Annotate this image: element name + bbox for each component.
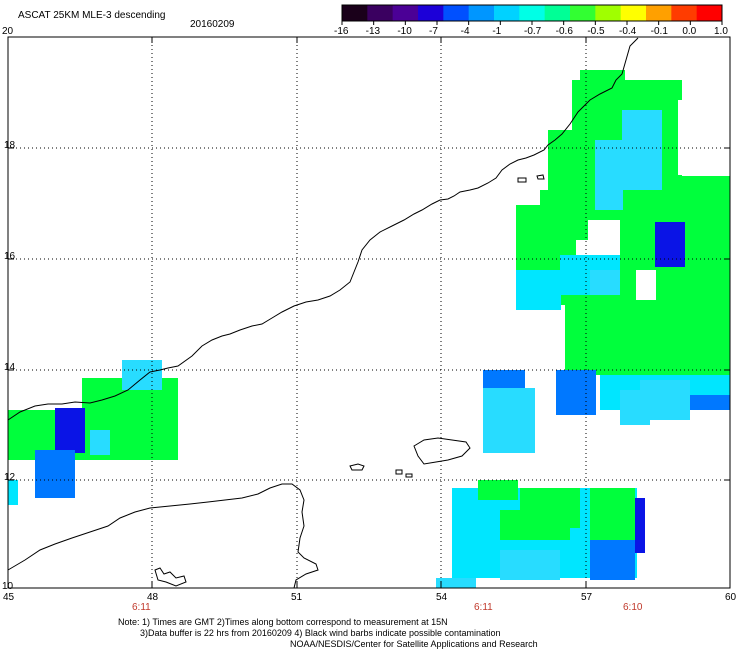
colorbar-label: -4 [460,26,470,37]
colorbar-swatch [595,5,622,21]
colorbar-swatch [620,5,647,21]
wind-cell [516,270,561,310]
no-data-gap [636,270,656,300]
colorbar-swatch [570,5,596,21]
wind-cell [35,450,75,498]
colorbar-label: -13 [365,26,381,37]
wind-cell [595,140,623,210]
wind-cell [655,222,685,267]
wind-cell [540,190,570,210]
colorbar [341,4,723,25]
coastline-socotra [413,437,471,465]
wind-cell [90,430,110,455]
note-line-2: 3)Data buffer is 22 hrs from 20160209 4)… [140,628,501,638]
map-title: ASCAT 25KM MLE-3 descending [18,10,166,21]
wind-cell [483,370,525,390]
colorbar-swatch [443,5,470,21]
wind-cell [590,540,635,580]
no-data-gap [720,100,730,160]
lat-label-12: 12 [4,472,16,483]
wind-cell [622,110,662,190]
colorbar-swatch [392,5,419,21]
colorbar-label: -0.4 [619,26,637,37]
note-line-1: Note: 1) Times are GMT 2)Times along bot… [118,617,448,627]
lat-label-20: 20 [2,26,14,37]
lon-label-45: 45 [3,592,15,603]
wind-cell [635,498,645,553]
coastline-island-4 [517,177,527,183]
coastline-island-3 [405,473,413,478]
colorbar-swatch [696,5,723,21]
lon-label-48: 48 [147,592,159,603]
time-label-1: 6:11 [132,602,151,613]
wind-cell [580,70,625,100]
colorbar-label: -0.6 [555,26,573,37]
colorbar-label: 1.0 [714,26,728,37]
wind-cell [500,510,570,540]
wind-cell [690,395,730,410]
colorbar-swatch [418,5,444,21]
colorbar-label: -0.7 [524,26,542,37]
colorbar-label: -1 [492,26,502,37]
coastline-island-2 [395,469,403,475]
coastline [7,37,639,589]
colorbar-swatch [544,5,571,21]
wind-cell [590,488,635,548]
colorbar-swatch [342,5,368,21]
wind-cell [483,388,535,453]
time-label-3: 6:10 [623,602,643,613]
wind-data-swaths [8,70,730,588]
no-data-gap [678,100,720,175]
colorbar-swatch [468,5,495,21]
coastline-somalia [7,483,319,589]
colorbar-label: -10 [397,26,412,37]
wind-cell [556,370,596,415]
lon-label-51: 51 [291,592,303,603]
lon-label-54: 54 [436,592,448,603]
lat-lon-grid [7,37,731,588]
colorbar-swatch [367,5,394,21]
wind-cell [660,100,680,170]
colorbar-label: -7 [429,26,438,37]
wind-cell [122,360,162,390]
colorbar-label: -16 [334,26,349,37]
colorbar-label: 0.0 [682,26,697,37]
lat-label-14: 14 [4,362,16,373]
lon-label-60: 60 [725,592,737,603]
lat-label-18: 18 [4,140,16,151]
wind-cell [436,578,476,588]
wind-cell [590,270,620,295]
coastline-island-1 [349,463,365,471]
wind-cell [55,408,85,453]
colorbar-swatch [519,5,546,21]
colorbar-swatch [671,5,698,21]
lat-label-10: 10 [2,581,14,592]
coastline-arabia [7,37,639,421]
wind-cell [8,480,18,505]
map-frame [7,36,731,589]
lat-label-16: 16 [4,251,16,262]
note-line-3: NOAA/NESDIS/Center for Satellite Applica… [290,639,538,649]
colorbar-label: -0.5 [587,26,605,37]
map-date: 20160209 [190,19,235,30]
lon-label-57: 57 [581,592,593,603]
wind-cell [620,390,650,425]
colorbar-swatch [646,5,672,21]
coastline-island-6 [154,567,187,587]
coastline-island-5 [536,174,545,180]
colorbar-swatch [494,5,520,21]
wind-cell [500,550,560,580]
wind-cell [478,480,518,500]
time-label-2: 6:11 [474,602,493,613]
colorbar-label: -0.1 [650,26,668,37]
